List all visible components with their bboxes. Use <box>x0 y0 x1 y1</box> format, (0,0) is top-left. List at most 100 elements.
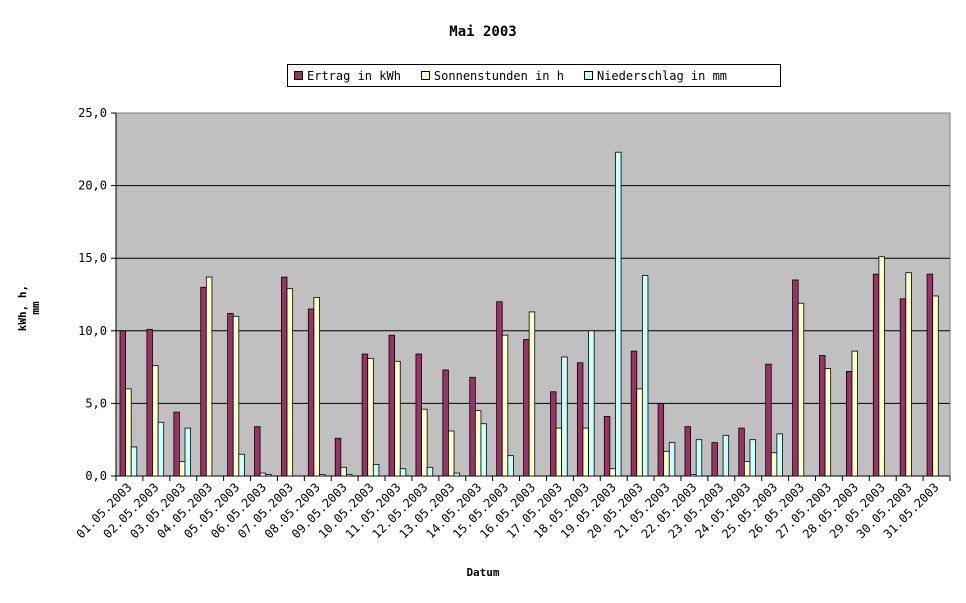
bar-ertrag <box>792 279 799 477</box>
bar-sonnenstunden <box>125 388 132 477</box>
bar-sonnenstunden <box>797 302 805 477</box>
bar-niederschlag <box>668 442 676 477</box>
bar-ertrag <box>630 350 638 477</box>
bar-ertrag <box>469 376 476 477</box>
bar-sonnenstunden <box>286 288 294 477</box>
bar-niederschlag <box>184 427 192 477</box>
bar-ertrag <box>523 339 530 477</box>
legend: Ertrag in kWh Sonnenstunden in h Nieders… <box>287 64 781 87</box>
bar-ertrag <box>442 369 449 477</box>
bar-ertrag <box>281 276 288 477</box>
bar-niederschlag <box>507 455 514 477</box>
bar-sonnenstunden <box>824 368 832 477</box>
bar-sonnenstunden <box>609 468 616 477</box>
legend-swatch-sonnenstunden <box>420 71 430 80</box>
bar-ertrag <box>361 353 369 477</box>
bar-ertrag <box>872 273 880 477</box>
y-tick-label: 15,0 <box>78 251 107 265</box>
bar-ertrag <box>550 391 557 477</box>
bar-ertrag <box>899 298 907 477</box>
bar-sonnenstunden <box>636 388 643 477</box>
bar-sonnenstunden <box>179 461 186 477</box>
bar-ertrag <box>119 330 126 477</box>
legend-item-sonnenstunden: Sonnenstunden in h <box>420 69 564 83</box>
bar-sonnenstunden <box>528 311 536 477</box>
bar-ertrag <box>334 437 342 477</box>
bar-sonnenstunden <box>448 430 455 477</box>
x-axis-label: Datum <box>466 566 500 579</box>
legend-swatch-ertrag <box>294 71 303 80</box>
bar-ertrag <box>173 411 180 477</box>
bar-ertrag <box>415 353 422 477</box>
bar-ertrag <box>738 427 745 477</box>
bar-sonnenstunden <box>582 427 589 477</box>
bar-ertrag <box>496 301 503 477</box>
legend-item-niederschlag: Niederschlag in mm <box>583 68 728 83</box>
y-tick-label: 5,0 <box>85 396 107 410</box>
bar-niederschlag <box>695 439 703 477</box>
bar-niederschlag <box>480 423 487 477</box>
bar-sonnenstunden <box>367 357 374 477</box>
legend-swatch-niederschlag <box>583 71 593 80</box>
bar-niederschlag <box>130 446 138 477</box>
bar-niederschlag <box>722 434 730 477</box>
bar-sonnenstunden <box>501 334 509 477</box>
y-tick-label: 0,0 <box>85 469 107 483</box>
bar-sonnenstunden <box>690 474 697 477</box>
y-tick-label: 10,0 <box>78 324 107 338</box>
bar-ertrag <box>684 426 691 477</box>
chart-title: Mai 2003 <box>449 24 517 40</box>
bar-niederschlag <box>561 356 568 477</box>
bar-niederschlag <box>453 472 461 477</box>
bar-ertrag <box>711 442 718 477</box>
bar-ertrag <box>388 334 396 477</box>
bar-sonnenstunden <box>232 315 240 477</box>
bar-sonnenstunden <box>905 272 912 477</box>
bar-niederschlag <box>615 151 622 477</box>
y-axis-label: kWh, h, mm <box>16 284 42 332</box>
bar-sonnenstunden <box>474 410 482 477</box>
legend-label-ertrag: Ertrag in kWh <box>307 68 401 83</box>
bar-sonnenstunden <box>878 256 885 477</box>
bar-sonnenstunden <box>421 408 428 477</box>
bar-ertrag <box>657 402 665 477</box>
bar-niederschlag <box>157 421 165 477</box>
bar-sonnenstunden <box>932 295 939 477</box>
bar-niederschlag <box>238 453 245 477</box>
y-tick-label: 25,0 <box>78 106 107 120</box>
bar-niederschlag <box>265 474 272 477</box>
bar-ertrag <box>603 416 611 477</box>
bar-sonnenstunden <box>770 452 778 477</box>
bar-sonnenstunden <box>152 365 159 477</box>
bar-niederschlag <box>588 330 595 477</box>
bar-sonnenstunden <box>555 427 563 477</box>
bar-niederschlag <box>372 463 380 477</box>
bar-ertrag <box>819 355 826 477</box>
bar-ertrag <box>146 328 153 477</box>
bar-ertrag <box>227 312 234 477</box>
bar-niederschlag <box>776 433 783 477</box>
bar-niederschlag <box>319 474 326 477</box>
bar-sonnenstunden <box>259 472 267 477</box>
y-tick-label: 20,0 <box>78 179 107 193</box>
bar-ertrag <box>845 371 853 477</box>
bar-sonnenstunden <box>394 360 401 477</box>
bar-ertrag <box>307 308 315 477</box>
bar-ertrag <box>926 273 934 477</box>
bar-niederschlag <box>426 466 434 477</box>
bar-niederschlag <box>641 275 649 477</box>
bar-niederschlag <box>399 468 407 477</box>
legend-item-ertrag: Ertrag in kWh <box>294 69 401 83</box>
bar-ertrag <box>254 426 261 477</box>
bar-ertrag <box>576 362 584 477</box>
bar-ertrag <box>200 286 207 477</box>
bar-sonnenstunden <box>663 450 670 477</box>
bar-sonnenstunden <box>851 350 858 477</box>
bar-sonnenstunden <box>313 297 320 477</box>
bar-niederschlag <box>749 439 756 477</box>
bar-sonnenstunden <box>205 276 213 477</box>
legend-label-niederschlag: Niederschlag in mm <box>596 68 728 83</box>
bar-niederschlag <box>346 474 353 477</box>
bar-ertrag <box>765 363 772 477</box>
